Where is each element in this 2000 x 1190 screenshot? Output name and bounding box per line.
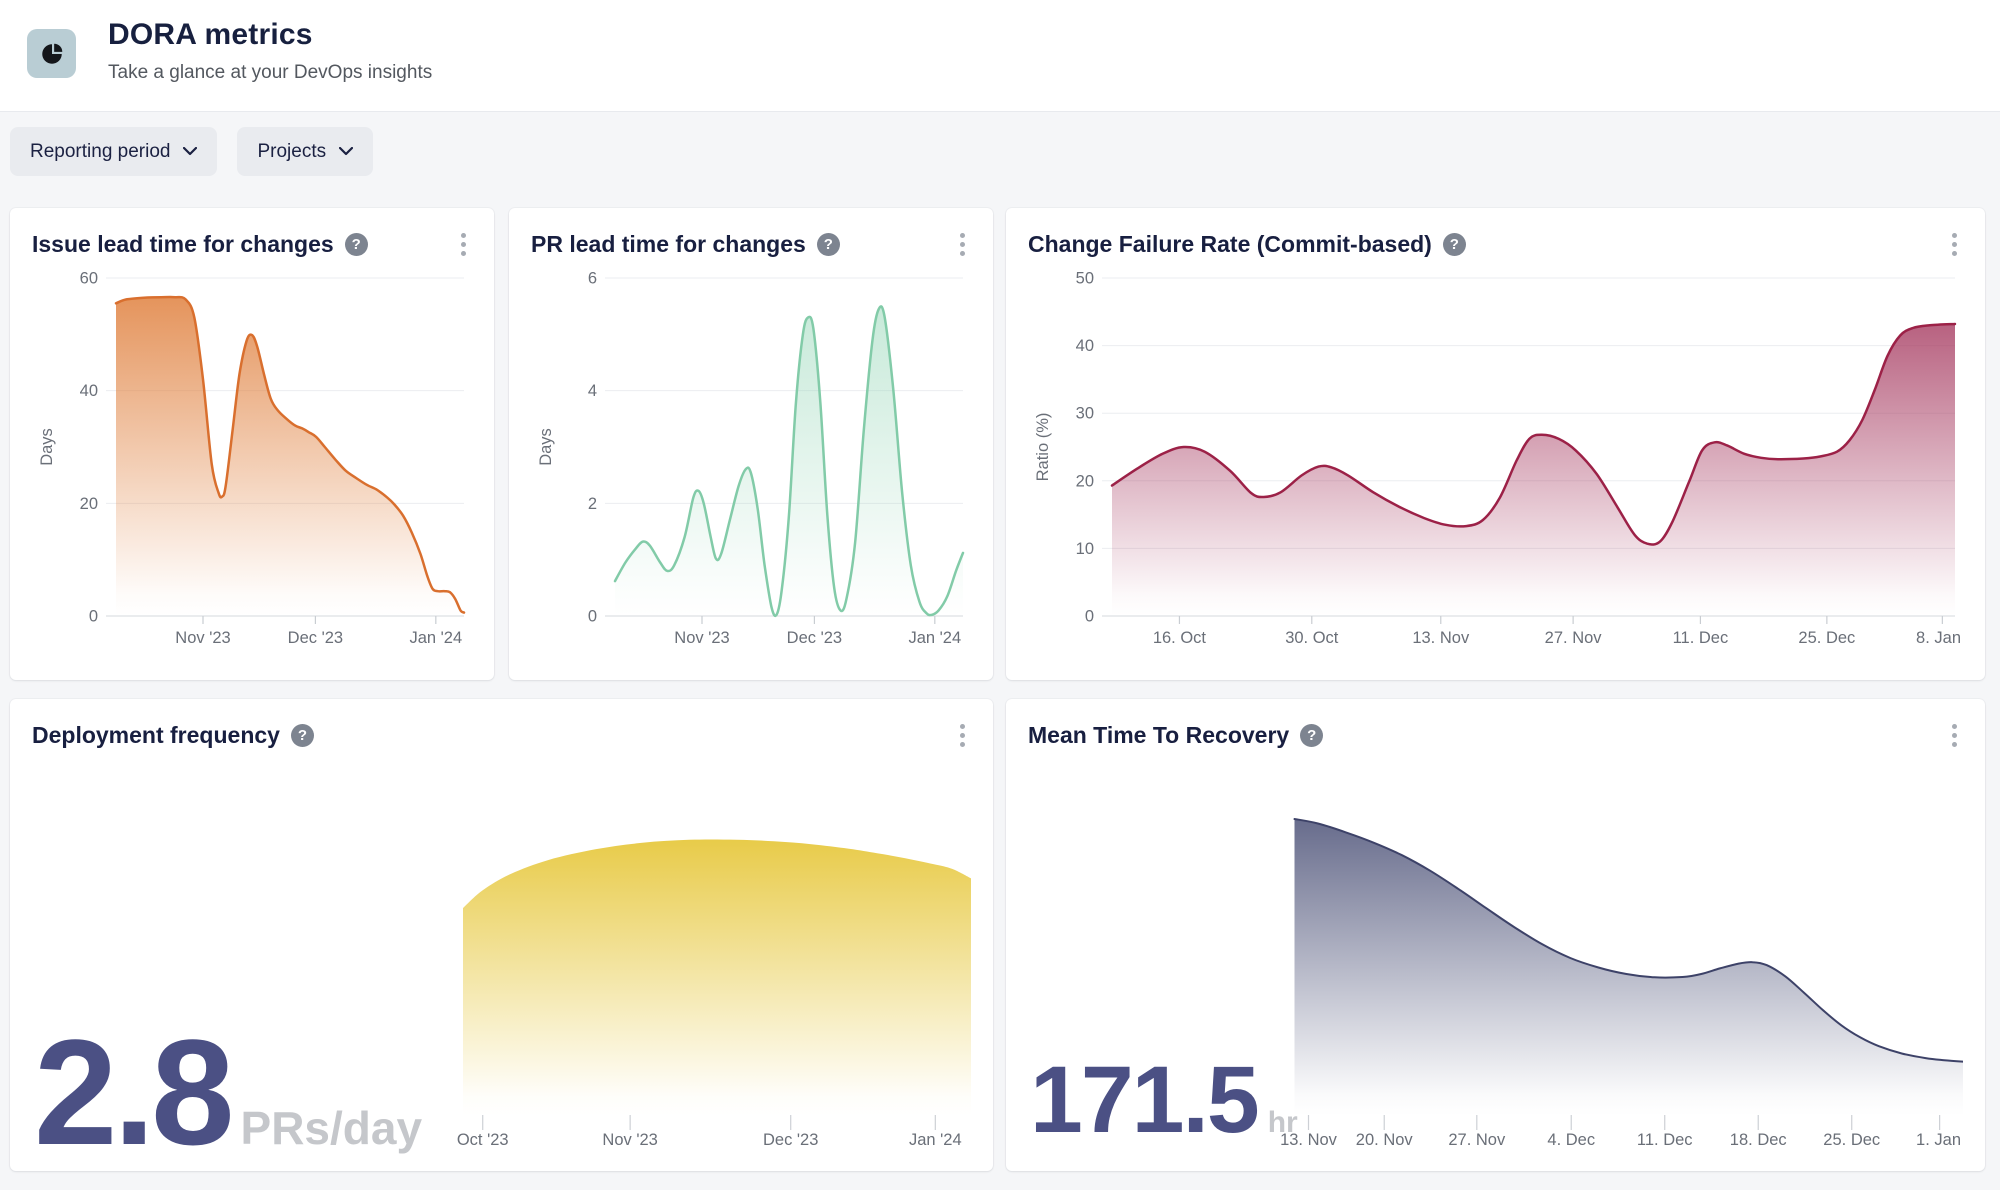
card-title: Change Failure Rate (Commit-based) [1028, 230, 1432, 257]
svg-text:60: 60 [80, 270, 98, 288]
svg-text:11. Dec: 11. Dec [1673, 629, 1729, 647]
svg-text:50: 50 [1076, 270, 1094, 288]
reporting-period-dropdown[interactable]: Reporting period [10, 127, 218, 176]
svg-text:27. Nov: 27. Nov [1545, 629, 1603, 647]
svg-text:30. Oct: 30. Oct [1285, 629, 1339, 647]
chevron-down-icon [339, 147, 354, 156]
svg-text:11. Dec: 11. Dec [1637, 1131, 1693, 1149]
svg-text:10: 10 [1076, 540, 1094, 558]
kebab-menu-icon[interactable] [954, 719, 971, 752]
card-pr-lead-time: PR lead time for changes ? 0 2 4 6 Days Nov '… [509, 208, 993, 680]
help-icon[interactable]: ? [290, 723, 314, 747]
projects-label: Projects [257, 140, 327, 162]
svg-text:27. Nov: 27. Nov [1448, 1131, 1506, 1149]
svg-text:1. Jan: 1. Jan [1916, 1131, 1961, 1149]
svg-text:Jan '24: Jan '24 [908, 629, 961, 647]
svg-text:20. Nov: 20. Nov [1356, 1131, 1414, 1149]
kebab-menu-icon[interactable] [455, 228, 472, 261]
help-icon[interactable]: ? [1442, 232, 1466, 256]
page-header: DORA metrics Take a glance at your DevOp… [0, 0, 2000, 112]
svg-text:Oct '23: Oct '23 [457, 1131, 509, 1149]
svg-text:Jan '24: Jan '24 [909, 1131, 962, 1149]
card-issue-lead-time: Issue lead time for changes ? 0 20 40 60 Day… [10, 208, 494, 680]
kebab-menu-icon[interactable] [954, 228, 971, 261]
svg-text:13. Nov: 13. Nov [1280, 1131, 1338, 1149]
svg-text:Dec '23: Dec '23 [763, 1131, 818, 1149]
card-mean-time-to-recovery: Mean Time To Recovery ? 13. Nov 20. Nov 27… [1006, 699, 1985, 1171]
issue-lead-time-chart[interactable]: 0 20 40 60 Days Nov '23 Dec '23 Jan '24 [32, 262, 472, 671]
change-failure-rate-chart[interactable]: 0 10 20 30 40 50 Ratio (%) 16. Oct 30. Oct 13. No… [1028, 262, 1963, 671]
card-title: Mean Time To Recovery [1028, 721, 1290, 748]
page-title: DORA metrics [108, 18, 313, 51]
card-title: PR lead time for changes [531, 230, 806, 257]
help-icon[interactable]: ? [1300, 723, 1324, 747]
svg-text:20: 20 [80, 495, 98, 513]
svg-text:Days: Days [38, 428, 56, 466]
card-change-failure-rate: Change Failure Rate (Commit-based) ? 0 10… [1006, 208, 1985, 680]
card-deployment-frequency: Deployment frequency ? Oct '23 Nov '23 Dec… [10, 699, 993, 1171]
svg-text:13. Nov: 13. Nov [1412, 629, 1470, 647]
chevron-down-icon [183, 147, 198, 156]
svg-text:Nov '23: Nov '23 [674, 629, 729, 647]
svg-text:30: 30 [1076, 405, 1094, 423]
svg-text:4. Dec: 4. Dec [1547, 1131, 1595, 1149]
page-subtitle: Take a glance at your DevOps insights [108, 62, 433, 83]
card-title: Deployment frequency [32, 721, 280, 748]
help-icon[interactable]: ? [344, 232, 368, 256]
svg-text:18. Dec: 18. Dec [1730, 1131, 1787, 1149]
svg-text:8. Jan: 8. Jan [1916, 629, 1961, 647]
svg-text:4: 4 [588, 382, 597, 400]
svg-text:Dec '23: Dec '23 [787, 629, 842, 647]
filter-bar: Reporting period Projects [10, 127, 374, 176]
deployment-frequency-chart[interactable]: Oct '23 Nov '23 Dec '23 Jan '24 2.8 PRs/day [32, 753, 971, 1167]
svg-text:Dec '23: Dec '23 [288, 629, 343, 647]
pie-chart-icon [27, 29, 76, 78]
svg-text:6: 6 [588, 270, 597, 288]
svg-text:25. Dec: 25. Dec [1823, 1131, 1880, 1149]
svg-text:16. Oct: 16. Oct [1153, 629, 1207, 647]
pr-lead-time-chart[interactable]: 0 2 4 6 Days Nov '23 Dec '23 Jan '24 [531, 262, 971, 671]
svg-text:2: 2 [588, 495, 597, 513]
help-icon[interactable]: ? [816, 232, 840, 256]
projects-dropdown[interactable]: Projects [237, 127, 374, 176]
svg-text:0: 0 [1085, 608, 1094, 626]
svg-text:0: 0 [588, 608, 597, 626]
svg-text:25. Dec: 25. Dec [1798, 629, 1855, 647]
svg-text:Jan '24: Jan '24 [409, 629, 462, 647]
kebab-menu-icon[interactable] [1946, 719, 1963, 752]
card-title: Issue lead time for changes [32, 230, 334, 257]
reporting-period-label: Reporting period [30, 140, 171, 162]
svg-text:40: 40 [1076, 337, 1094, 355]
svg-text:Nov '23: Nov '23 [175, 629, 230, 647]
svg-text:0: 0 [89, 608, 98, 626]
svg-text:Ratio (%): Ratio (%) [1034, 413, 1052, 482]
svg-text:Nov '23: Nov '23 [602, 1131, 657, 1149]
svg-text:20: 20 [1076, 472, 1094, 490]
mean-time-to-recovery-chart[interactable]: 13. Nov 20. Nov 27. Nov 4. Dec 11. Dec 18. De… [1028, 753, 1964, 1162]
svg-text:Days: Days [537, 428, 555, 466]
svg-text:40: 40 [80, 382, 98, 400]
kebab-menu-icon[interactable] [1946, 228, 1963, 261]
